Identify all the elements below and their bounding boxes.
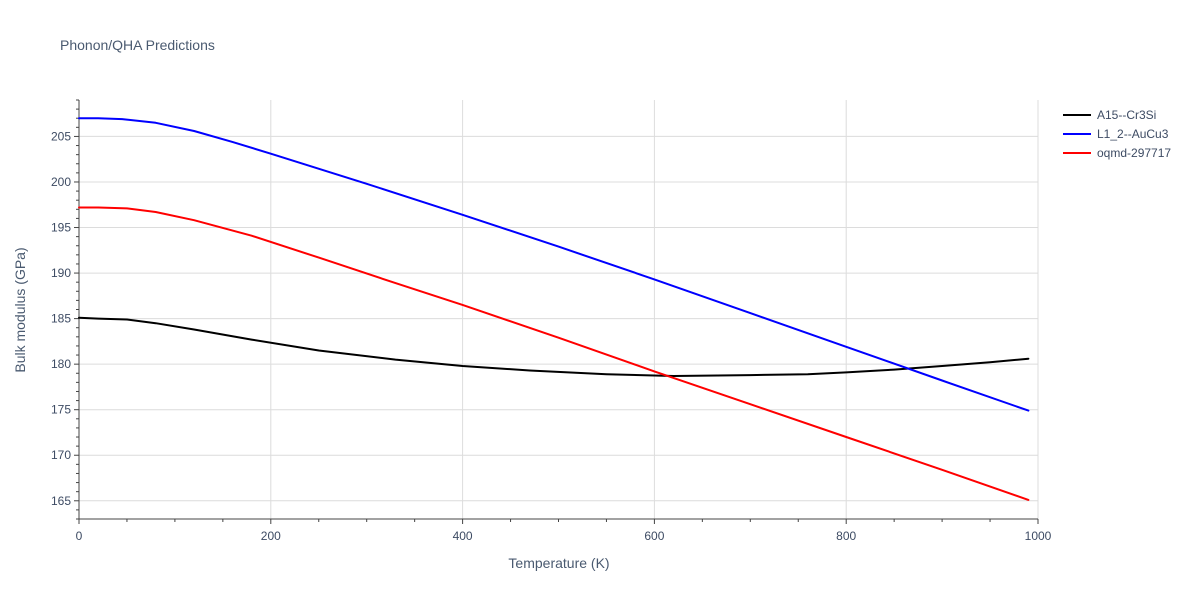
legend-label: oqmd-297717 <box>1097 146 1171 160</box>
series-layer <box>78 117 1030 501</box>
y-axis-title: Bulk modulus (GPa) <box>12 247 28 372</box>
x-tick-label: 200 <box>261 529 281 543</box>
x-tick-label: 0 <box>76 529 83 543</box>
y-tick-label: 195 <box>51 221 71 235</box>
y-tick-label: 175 <box>51 403 71 417</box>
y-tick-label: 205 <box>51 129 71 143</box>
x-tick-label: 1000 <box>1025 529 1052 543</box>
axis-layer: 0 200 400 600 800 1000 165 170 175 180 185 190 195 20… <box>51 99 1052 543</box>
legend-label: L1_2--AuCu3 <box>1097 127 1169 141</box>
chart-title: Phonon/QHA Predictions <box>60 37 215 53</box>
series-line-L1_2--AuCu3 <box>78 117 1030 412</box>
y-tick-label: 180 <box>51 357 71 371</box>
y-tick-label: 165 <box>51 494 71 508</box>
legend-label: A15--Cr3Si <box>1097 108 1156 122</box>
x-axis-title: Temperature (K) <box>508 555 609 571</box>
x-tick-label: 800 <box>836 529 856 543</box>
series-line-A15--Cr3Si <box>78 316 1030 377</box>
series-line-oqmd-297717 <box>78 206 1030 501</box>
y-tick-label: 200 <box>51 175 71 189</box>
x-tick-label: 600 <box>644 529 664 543</box>
y-tick-label: 190 <box>51 266 71 280</box>
x-tick-label: 400 <box>453 529 473 543</box>
grid-layer <box>79 100 1039 519</box>
y-tick-label: 170 <box>51 448 71 462</box>
legend: A15--Cr3Si L1_2--AuCu3 oqmd-297717 <box>1063 108 1171 160</box>
y-tick-label: 185 <box>51 312 71 326</box>
